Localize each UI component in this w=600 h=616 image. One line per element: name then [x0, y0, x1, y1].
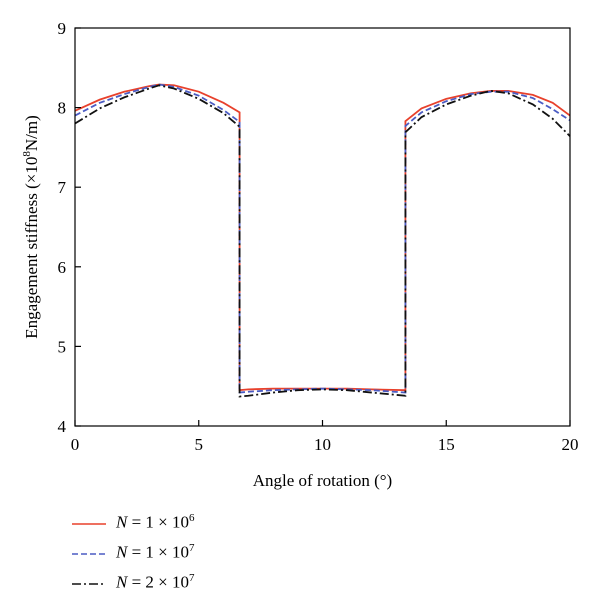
tick-layer: 0 5 10 15 20 4 5 6 7 8 9 — [58, 19, 579, 454]
chart: 0 5 10 15 20 4 5 6 7 8 9 Angle of rotation (°) Eng… — [21, 19, 579, 490]
legend-swatch-1 — [72, 523, 106, 525]
plot-layer — [74, 83, 571, 398]
y-axis-title-exponent: 8 — [21, 151, 33, 157]
y-tick-label-8: 8 — [58, 99, 67, 118]
x-tick-label-10: 10 — [314, 435, 331, 454]
legend-item-1: N = 1 × 106 — [72, 510, 292, 540]
x-tick-label-0: 0 — [71, 435, 80, 454]
x-tick-label-15: 15 — [438, 435, 455, 454]
legend-label-2-exp: 7 — [189, 542, 195, 554]
plot-frame — [74, 27, 571, 427]
legend-label-3-text: = 2 × 10 — [127, 572, 190, 592]
y-axis-title: Engagement stiffness (×108N/m) — [21, 115, 41, 338]
legend-label-2-text: = 1 × 10 — [127, 542, 190, 562]
series-line-3 — [74, 84, 571, 398]
x-axis-title: Angle of rotation (°) — [253, 471, 392, 490]
legend-item-3: N = 2 × 107 — [72, 570, 292, 600]
y-tick-label-7: 7 — [58, 178, 67, 197]
legend-swatch-2 — [72, 553, 106, 555]
y-tick-label-9: 9 — [58, 19, 67, 38]
y-axis-title-main: Engagement stiffness (×10 — [22, 157, 41, 339]
legend-label-1-exp: 6 — [189, 512, 195, 524]
x-tick-label-5: 5 — [195, 435, 204, 454]
legend-swatch-3 — [72, 583, 106, 585]
legend: N = 1 × 106 N = 1 × 107 N = 2 × 107 — [72, 510, 292, 600]
legend-item-2: N = 1 × 107 — [72, 540, 292, 570]
legend-label-3-exp: 7 — [189, 572, 195, 584]
y-axis-title-unit: N/m) — [22, 115, 41, 151]
y-tick-label-4: 4 — [58, 417, 67, 436]
legend-label-2: N = 1 × 107 — [116, 542, 195, 562]
y-tick-label-5: 5 — [58, 337, 67, 356]
series-line-1 — [74, 83, 571, 392]
series-line-2 — [74, 83, 571, 394]
legend-label-1: N = 1 × 106 — [116, 512, 195, 532]
y-tick-label-6: 6 — [58, 258, 67, 277]
x-tick-label-20: 20 — [562, 435, 579, 454]
legend-label-1-text: = 1 × 10 — [127, 512, 190, 532]
legend-label-3: N = 2 × 107 — [116, 572, 195, 592]
